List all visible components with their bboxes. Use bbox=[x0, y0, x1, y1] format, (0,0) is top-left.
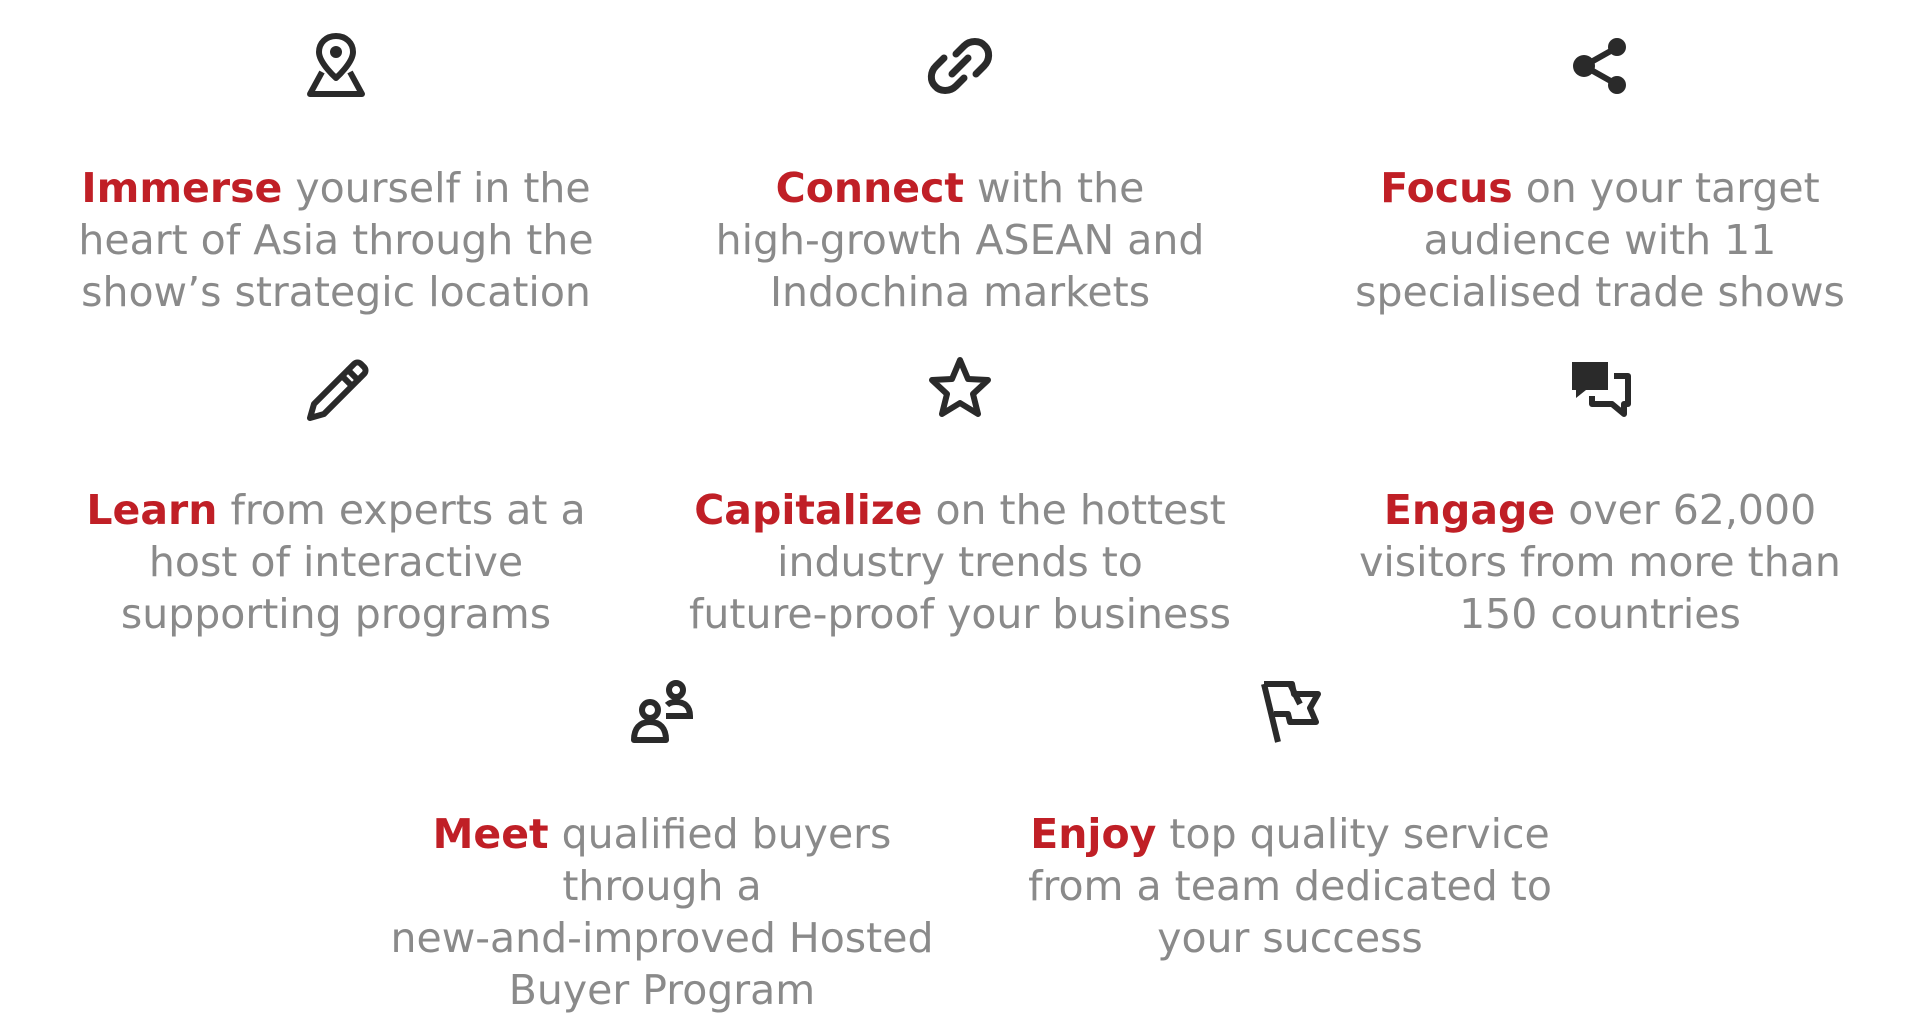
feature-line: 150 countries bbox=[1459, 590, 1741, 638]
feature-keyword: Connect bbox=[775, 164, 964, 212]
feature-line: top quality service bbox=[1156, 810, 1550, 858]
feature-keyword: Immerse bbox=[81, 164, 283, 212]
feature-text: Engage over 62,000 visitors from more th… bbox=[1320, 484, 1880, 640]
star-icon bbox=[924, 352, 996, 424]
feature-line: from experts at a bbox=[217, 486, 586, 534]
feature-text: Focus on your target audience with 11 sp… bbox=[1320, 162, 1880, 318]
feature-text: Immerse yourself in the heart of Asia th… bbox=[56, 162, 616, 318]
flag-icon bbox=[1254, 676, 1326, 748]
feature-line: industry trends to bbox=[777, 538, 1143, 586]
feature-line: on your target bbox=[1512, 164, 1820, 212]
feature-line: over 62,000 bbox=[1555, 486, 1817, 534]
feature-line: Buyer Program bbox=[508, 966, 816, 1014]
feature-line: supporting programs bbox=[120, 590, 552, 638]
feature-line: from a team dedicated to bbox=[1028, 862, 1552, 910]
feature-keyword: Enjoy bbox=[1030, 810, 1157, 858]
feature-line: your success bbox=[1157, 914, 1423, 962]
feature-keyword: Capitalize bbox=[694, 486, 923, 534]
feature-learn: Learn from experts at a host of interact… bbox=[56, 352, 616, 640]
feature-line: heart of Asia through the bbox=[78, 216, 594, 264]
feature-text: Capitalize on the hottest industry trend… bbox=[680, 484, 1240, 640]
feature-keyword: Meet bbox=[432, 810, 549, 858]
feature-line: with the bbox=[964, 164, 1145, 212]
chat-bubbles-icon bbox=[1564, 352, 1636, 424]
feature-meet: Meet qualified buyers through a new-and-… bbox=[382, 676, 942, 1016]
feature-enjoy: Enjoy top quality service from a team de… bbox=[1010, 676, 1570, 964]
feature-focus: Focus on your target audience with 11 sp… bbox=[1320, 30, 1880, 318]
feature-line: future-proof your business bbox=[689, 590, 1231, 638]
link-icon bbox=[924, 30, 996, 102]
feature-line: through a bbox=[562, 862, 762, 910]
share-icon bbox=[1564, 30, 1636, 102]
feature-text: Meet qualified buyers through a new-and-… bbox=[382, 808, 942, 1016]
feature-text: Enjoy top quality service from a team de… bbox=[1010, 808, 1570, 964]
feature-line: Indochina markets bbox=[769, 268, 1151, 316]
map-pin-icon bbox=[300, 30, 372, 102]
feature-keyword: Engage bbox=[1383, 486, 1556, 534]
feature-line: qualified buyers bbox=[548, 810, 892, 858]
feature-keyword: Focus bbox=[1380, 164, 1513, 212]
feature-engage: Engage over 62,000 visitors from more th… bbox=[1320, 352, 1880, 640]
feature-capitalize: Capitalize on the hottest industry trend… bbox=[680, 352, 1240, 640]
feature-line: show’s strategic location bbox=[81, 268, 591, 316]
feature-text: Connect with the high-growth ASEAN and I… bbox=[680, 162, 1240, 318]
feature-line: host of interactive bbox=[148, 538, 524, 586]
feature-line: visitors from more than bbox=[1359, 538, 1841, 586]
feature-line: on the hottest bbox=[922, 486, 1226, 534]
feature-line: yourself in the bbox=[282, 164, 591, 212]
feature-line: audience with 11 bbox=[1423, 216, 1777, 264]
feature-immerse: Immerse yourself in the heart of Asia th… bbox=[56, 30, 616, 318]
feature-keyword: Learn bbox=[86, 486, 218, 534]
feature-line: new-and-improved Hosted bbox=[390, 914, 934, 962]
feature-connect: Connect with the high-growth ASEAN and I… bbox=[680, 30, 1240, 318]
users-icon bbox=[626, 676, 698, 748]
pencil-icon bbox=[300, 352, 372, 424]
feature-text: Learn from experts at a host of interact… bbox=[56, 484, 616, 640]
feature-line: high-growth ASEAN and bbox=[715, 216, 1205, 264]
feature-line: specialised trade shows bbox=[1355, 268, 1845, 316]
